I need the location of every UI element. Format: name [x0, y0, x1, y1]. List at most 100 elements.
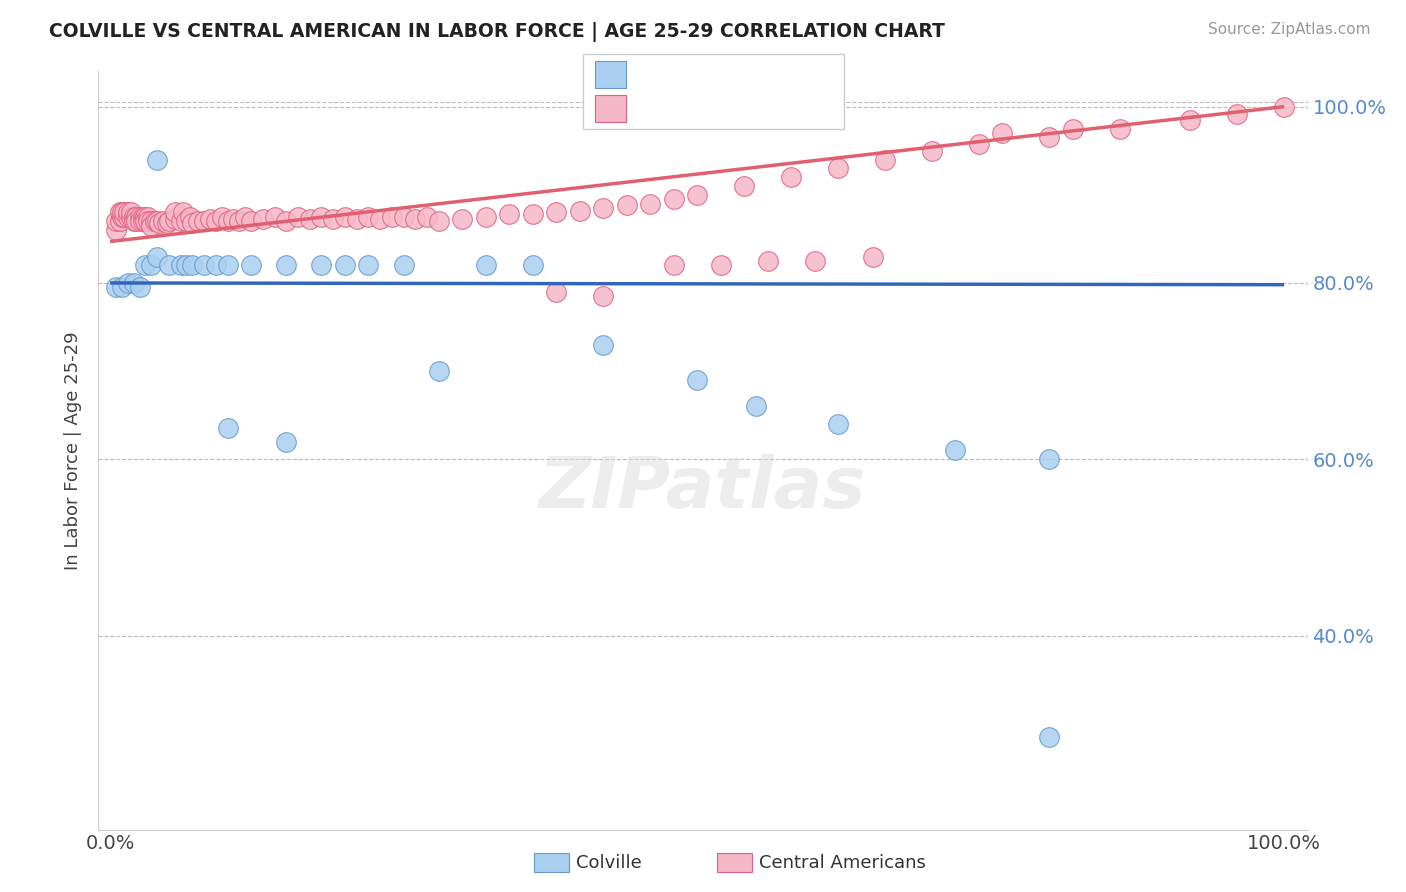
- Point: [128, 210, 150, 224]
- Point: [117, 210, 139, 224]
- Point: [146, 153, 169, 167]
- Point: [240, 214, 263, 228]
- Point: [187, 214, 209, 228]
- Point: [733, 178, 755, 193]
- Point: [176, 258, 198, 272]
- Point: [780, 170, 803, 185]
- Text: Central Americans: Central Americans: [759, 854, 927, 871]
- Point: [146, 250, 169, 264]
- Point: [112, 210, 135, 224]
- Point: [522, 207, 544, 221]
- Text: Source: ZipAtlas.com: Source: ZipAtlas.com: [1208, 22, 1371, 37]
- Point: [125, 214, 148, 228]
- Point: [181, 258, 204, 272]
- Point: [122, 210, 145, 224]
- Point: [141, 219, 163, 233]
- Point: [157, 214, 180, 228]
- Point: [862, 250, 884, 264]
- Point: [163, 212, 186, 227]
- Point: [475, 210, 498, 224]
- Point: [108, 214, 131, 228]
- Point: [198, 212, 221, 227]
- Point: [222, 212, 245, 227]
- Point: [392, 210, 415, 224]
- Point: [204, 258, 226, 272]
- Point: [111, 205, 134, 219]
- Text: 96: 96: [787, 96, 813, 114]
- Point: [176, 214, 198, 228]
- Point: [662, 258, 685, 272]
- Point: [638, 196, 661, 211]
- Text: N =: N =: [734, 62, 786, 79]
- Point: [233, 210, 256, 224]
- Point: [111, 210, 134, 224]
- Point: [592, 201, 614, 215]
- Point: [686, 373, 709, 387]
- Point: [427, 214, 450, 228]
- Point: [181, 216, 204, 230]
- Point: [108, 205, 131, 219]
- Point: [357, 258, 380, 272]
- Point: [756, 254, 779, 268]
- Point: [204, 214, 226, 228]
- Point: [967, 136, 990, 151]
- Point: [143, 214, 166, 228]
- Point: [498, 207, 520, 221]
- Point: [193, 258, 215, 272]
- Point: [1038, 130, 1060, 145]
- Point: [616, 198, 638, 212]
- Point: [346, 212, 368, 227]
- Text: 30: 30: [787, 62, 813, 79]
- Text: Colville: Colville: [576, 854, 643, 871]
- Point: [416, 210, 439, 224]
- Point: [276, 258, 298, 272]
- Point: [921, 144, 943, 158]
- Point: [827, 161, 849, 176]
- Point: [1272, 100, 1295, 114]
- Point: [568, 203, 591, 218]
- Point: [128, 280, 150, 294]
- Point: [381, 210, 404, 224]
- Point: [128, 214, 150, 228]
- Point: [105, 214, 128, 228]
- Point: [451, 212, 474, 227]
- Point: [141, 258, 163, 272]
- Point: [710, 258, 733, 272]
- Point: [217, 214, 239, 228]
- Point: [112, 205, 135, 219]
- Point: [148, 216, 170, 230]
- Point: [276, 434, 298, 449]
- Point: [228, 214, 250, 228]
- Point: [592, 289, 614, 303]
- Point: [120, 205, 142, 219]
- Point: [945, 443, 967, 458]
- Point: [217, 258, 239, 272]
- Point: [546, 285, 568, 299]
- Text: ZIPatlas: ZIPatlas: [540, 454, 866, 523]
- Point: [1180, 112, 1202, 127]
- Point: [427, 364, 450, 378]
- Point: [240, 258, 263, 272]
- Point: [991, 126, 1014, 140]
- Point: [1038, 452, 1060, 467]
- Point: [122, 214, 145, 228]
- Point: [1062, 121, 1084, 136]
- Point: [298, 212, 321, 227]
- Point: [152, 214, 174, 228]
- Text: N =: N =: [734, 96, 786, 114]
- Point: [662, 192, 685, 206]
- Point: [311, 258, 333, 272]
- Point: [475, 258, 498, 272]
- Point: [546, 205, 568, 219]
- Point: [111, 280, 134, 294]
- Point: [172, 205, 194, 219]
- Point: [136, 210, 159, 224]
- Point: [803, 254, 825, 268]
- Point: [592, 337, 614, 351]
- Point: [169, 258, 191, 272]
- Point: [117, 205, 139, 219]
- Point: [873, 153, 896, 167]
- Text: R =: R =: [633, 62, 672, 79]
- Point: [120, 210, 142, 224]
- Point: [134, 214, 156, 228]
